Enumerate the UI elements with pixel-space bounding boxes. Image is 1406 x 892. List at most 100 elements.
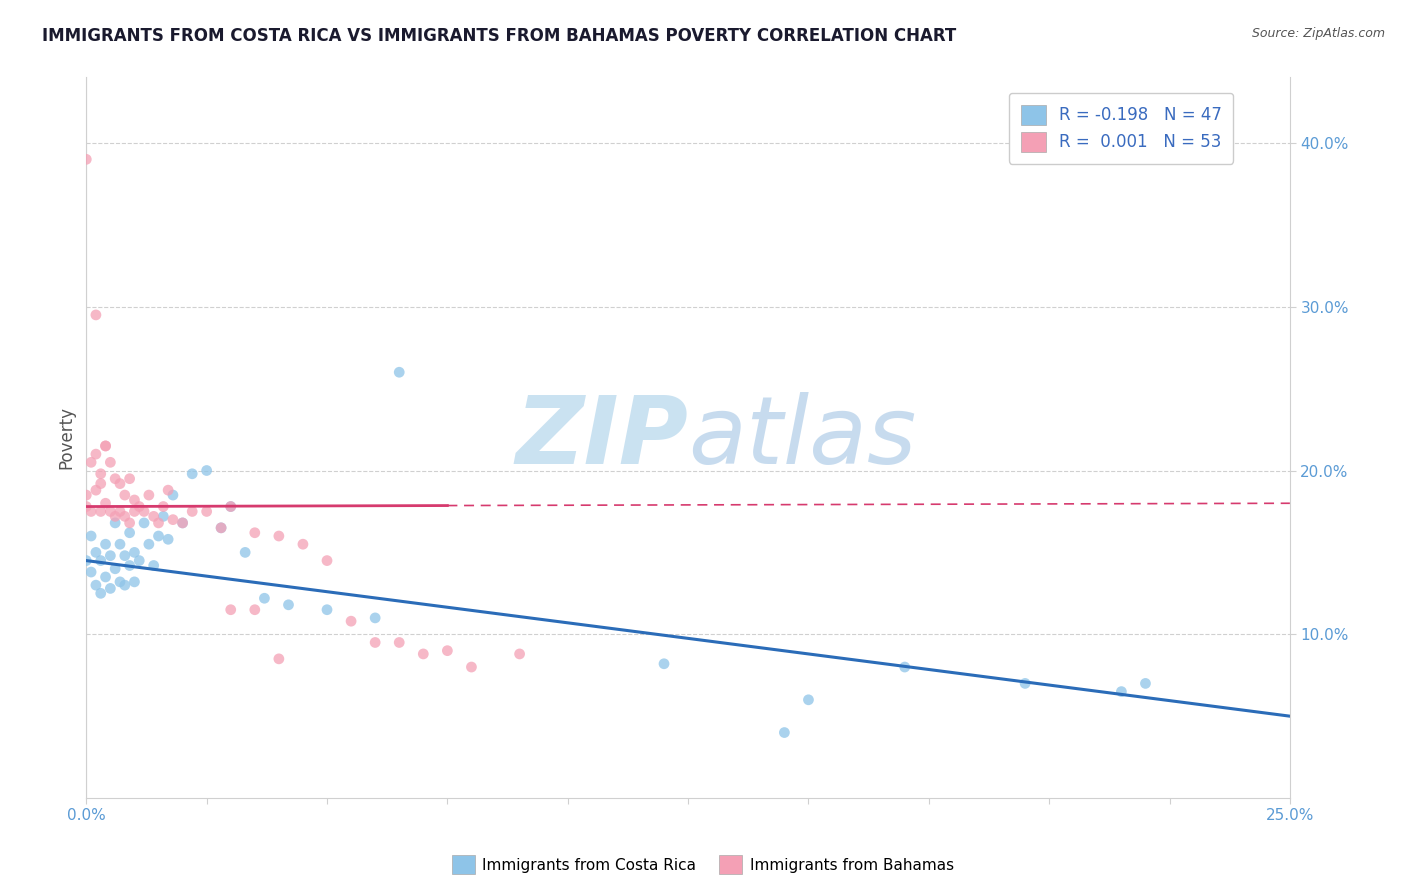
Point [277,598,299,612]
Point [75,500,97,514]
Point [124,504,146,518]
Point [108,476,131,491]
Point [142,509,165,524]
Point [94,570,117,584]
Point [253,591,276,606]
Point [80,529,103,543]
Point [138,537,160,551]
Point [209,521,232,535]
Text: atlas: atlas [688,392,917,483]
Point [364,611,387,625]
Point [80,504,103,518]
Point [84,545,107,559]
Y-axis label: Poverty: Poverty [58,406,75,469]
Point [219,500,242,514]
Point [233,545,256,559]
Point [195,463,218,477]
Point [291,537,314,551]
Point [75,153,97,167]
Point [84,578,107,592]
Point [652,657,675,671]
Point [84,483,107,498]
Point [104,509,127,524]
Point [108,574,131,589]
Point [84,308,107,322]
Point [128,500,150,514]
Point [114,488,136,502]
Point [209,521,232,535]
Point [98,455,121,469]
Point [148,516,170,530]
Point [124,545,146,559]
Point [90,476,112,491]
Point [412,647,434,661]
Point [157,533,180,547]
Point [181,467,204,481]
Point [460,660,482,674]
Point [138,488,160,502]
Point [118,558,141,573]
Point [114,509,136,524]
Point [94,439,117,453]
Point [142,558,165,573]
Point [118,525,141,540]
Point [243,525,266,540]
Point [316,553,339,567]
Point [98,582,121,596]
Point [80,565,103,579]
Point [108,537,131,551]
Point [75,553,97,567]
Point [267,529,290,543]
Point [132,504,155,518]
Point [124,493,146,508]
Point [75,488,97,502]
Point [509,647,531,661]
Point [90,504,112,518]
Point [172,516,194,530]
Point [388,635,411,649]
Point [94,496,117,510]
Point [90,553,112,567]
Legend: R = -0.198   N = 47, R =  0.001   N = 53: R = -0.198 N = 47, R = 0.001 N = 53 [1010,93,1233,163]
Point [157,483,180,498]
Point [162,513,184,527]
Point [797,693,820,707]
Point [162,488,184,502]
Text: Source: ZipAtlas.com: Source: ZipAtlas.com [1251,27,1385,40]
Point [436,643,458,657]
Text: IMMIGRANTS FROM COSTA RICA VS IMMIGRANTS FROM BAHAMAS POVERTY CORRELATION CHART: IMMIGRANTS FROM COSTA RICA VS IMMIGRANTS… [42,27,956,45]
Point [1111,684,1133,698]
Point [364,635,387,649]
Point [1135,676,1157,690]
Point [267,652,290,666]
Point [98,504,121,518]
Point [148,529,170,543]
Point [181,504,204,518]
Point [118,472,141,486]
Point [219,500,242,514]
Point [152,509,174,524]
Point [90,586,112,600]
Point [316,603,339,617]
Point [152,500,174,514]
Point [773,725,796,739]
Point [114,549,136,563]
Point [80,455,103,469]
Point [94,439,117,453]
Point [104,562,127,576]
Point [90,467,112,481]
Point [104,472,127,486]
Point [340,614,363,628]
Point [94,537,117,551]
Point [84,447,107,461]
Point [118,516,141,530]
Point [195,504,218,518]
Point [893,660,915,674]
Legend: Immigrants from Costa Rica, Immigrants from Bahamas: Immigrants from Costa Rica, Immigrants f… [446,849,960,880]
Point [114,578,136,592]
Point [104,516,127,530]
Point [128,553,150,567]
Text: ZIP: ZIP [515,392,688,483]
Point [124,574,146,589]
Point [243,603,266,617]
